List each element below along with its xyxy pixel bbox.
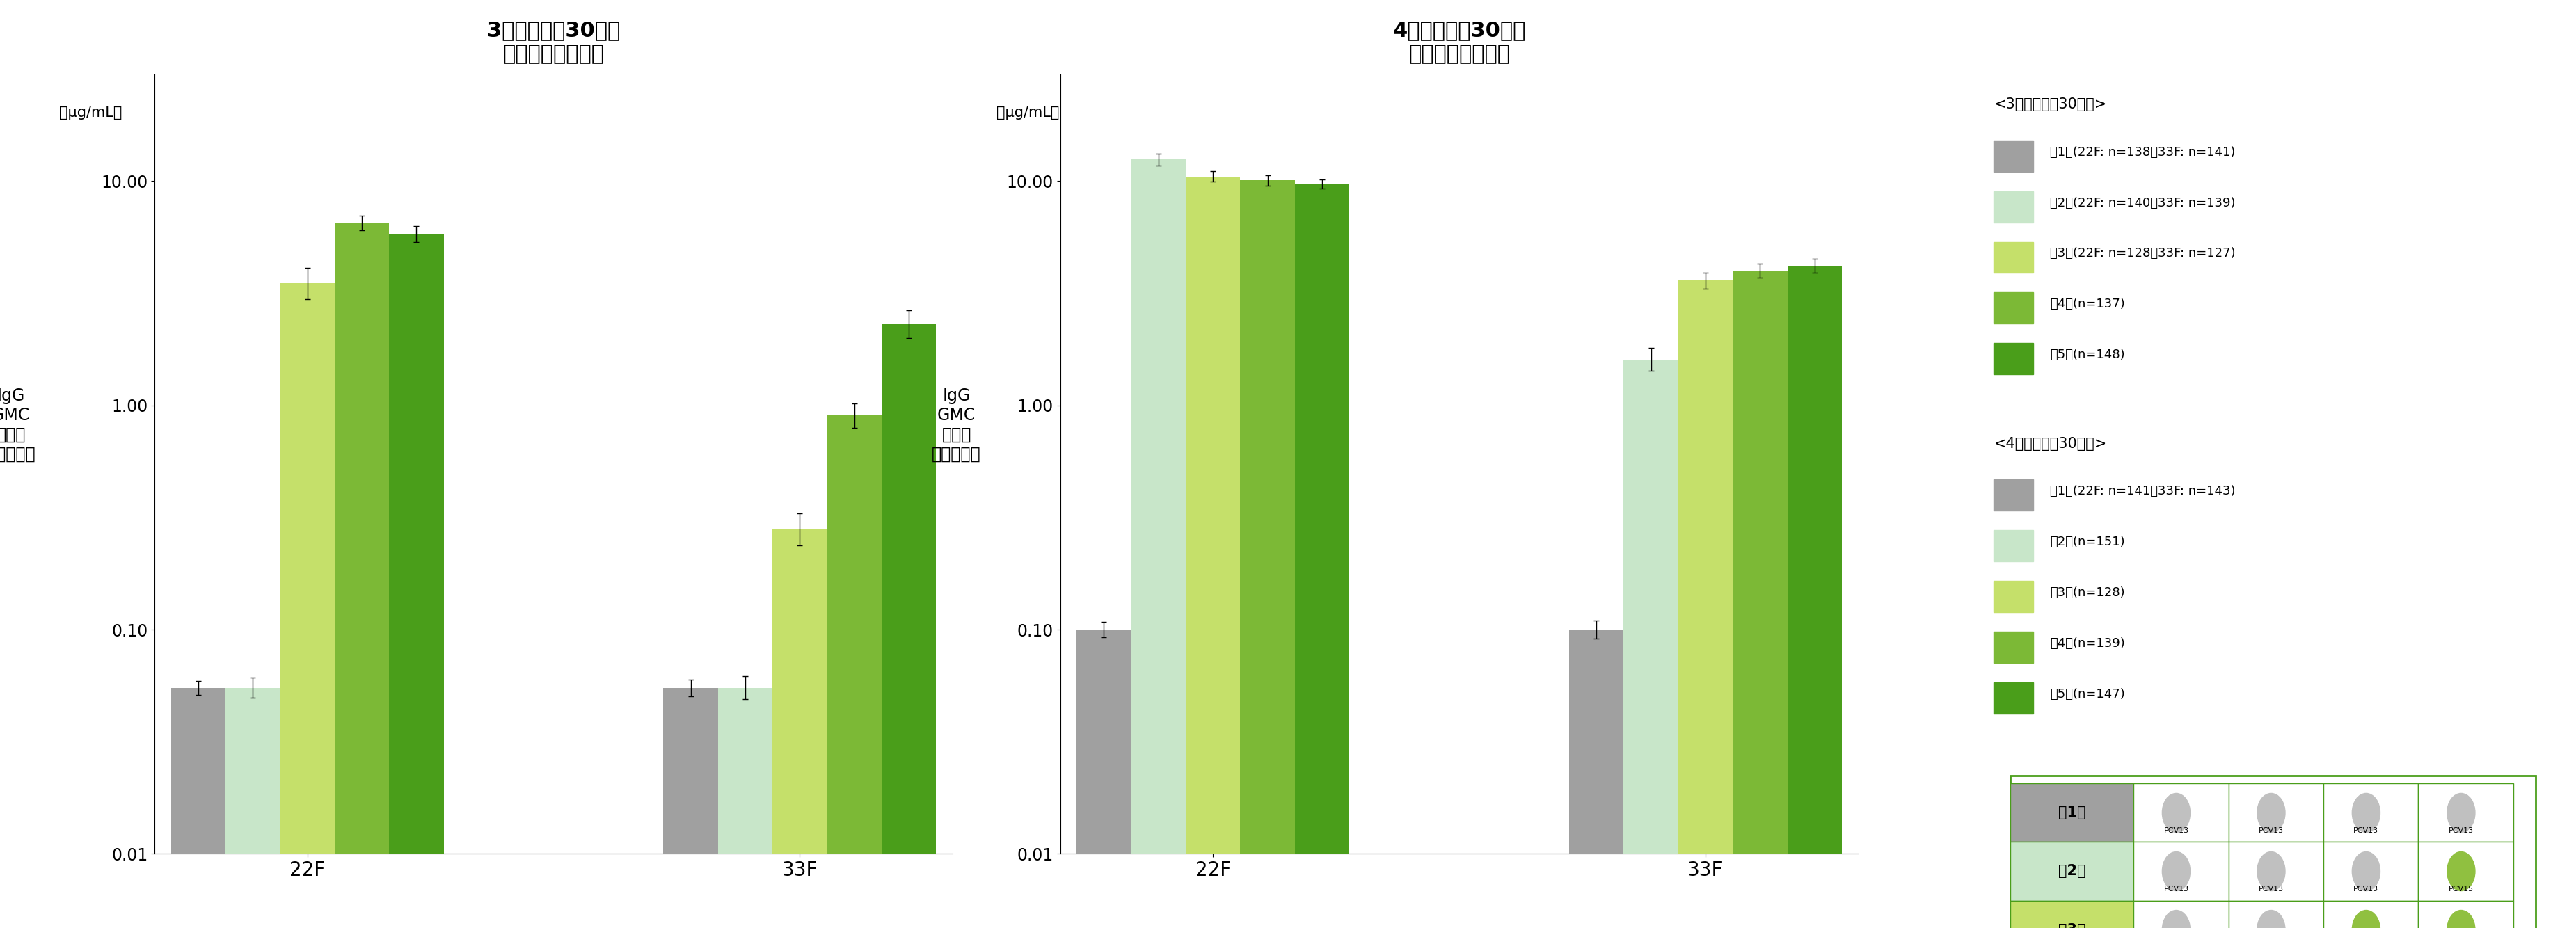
Text: 第1群: 第1群 — [2058, 806, 2087, 819]
FancyBboxPatch shape — [2012, 842, 2133, 900]
Text: 第1群(22F: n=141、33F: n=143): 第1群(22F: n=141、33F: n=143) — [2050, 485, 2236, 497]
Circle shape — [2352, 910, 2380, 928]
Bar — [1994, 191, 2032, 223]
Bar — [1788, 265, 1842, 928]
Text: 第2群: 第2群 — [2058, 864, 2087, 878]
FancyBboxPatch shape — [2419, 900, 2514, 928]
Text: PCV13: PCV13 — [2354, 885, 2378, 893]
Circle shape — [2161, 910, 2190, 928]
Circle shape — [2161, 793, 2190, 832]
Text: <3回目接種後30日目>: <3回目接種後30日目> — [1994, 97, 2107, 111]
Bar — [719, 688, 773, 928]
Circle shape — [2352, 793, 2380, 832]
Text: 第3群(22F: n=128、33F: n=127): 第3群(22F: n=128、33F: n=127) — [2050, 247, 2236, 260]
FancyBboxPatch shape — [2228, 783, 2324, 842]
Bar — [1296, 184, 1350, 928]
Text: 第5群(n=147): 第5群(n=147) — [2050, 688, 2125, 701]
Text: 第2群(n=151): 第2群(n=151) — [2050, 535, 2125, 548]
FancyBboxPatch shape — [2228, 842, 2324, 900]
Bar — [1239, 180, 1296, 928]
Bar — [389, 234, 443, 928]
Circle shape — [2447, 910, 2476, 928]
FancyBboxPatch shape — [2228, 900, 2324, 928]
Bar — [227, 688, 281, 928]
Text: PCV13: PCV13 — [2259, 827, 2285, 834]
FancyBboxPatch shape — [2133, 783, 2228, 842]
Text: 第3群: 第3群 — [2058, 922, 2087, 928]
Text: PCV15: PCV15 — [2450, 885, 2473, 893]
Bar — [1994, 632, 2032, 663]
Text: PCV13: PCV13 — [2354, 827, 2378, 834]
Text: 第3群(n=128): 第3群(n=128) — [2050, 586, 2125, 599]
Bar — [881, 324, 935, 928]
Bar — [665, 688, 719, 928]
Text: （μg/mL）: （μg/mL） — [59, 106, 121, 120]
Bar — [1994, 292, 2032, 324]
Bar — [1077, 629, 1131, 928]
Text: 第4群(n=137): 第4群(n=137) — [2050, 298, 2125, 311]
FancyBboxPatch shape — [2324, 900, 2419, 928]
Text: 第1群(22F: n=138、33F: n=141): 第1群(22F: n=138、33F: n=141) — [2050, 146, 2236, 159]
Bar — [335, 223, 389, 928]
Circle shape — [2257, 910, 2285, 928]
Bar — [1994, 581, 2032, 612]
Text: <4回目接種後30日目>: <4回目接種後30日目> — [1994, 437, 2107, 451]
Circle shape — [2161, 852, 2190, 891]
Bar — [1131, 160, 1185, 928]
Bar — [1677, 280, 1734, 928]
Bar — [1994, 242, 2032, 273]
Bar — [1185, 176, 1239, 928]
Bar — [773, 529, 827, 928]
Text: 第4群(n=139): 第4群(n=139) — [2050, 637, 2125, 650]
Circle shape — [2447, 793, 2476, 832]
Bar — [1994, 530, 2032, 561]
FancyBboxPatch shape — [2133, 900, 2228, 928]
Text: PCV13: PCV13 — [2164, 827, 2190, 834]
Text: IgG
GMC
（対数
スケール）: IgG GMC （対数 スケール） — [933, 388, 981, 462]
Bar — [1623, 360, 1677, 928]
Text: IgG
GMC
（対数
スケール）: IgG GMC （対数 スケール） — [0, 388, 36, 462]
FancyBboxPatch shape — [2324, 783, 2419, 842]
Title: 3回目接種後30日目
【副次評価項目】: 3回目接種後30日目 【副次評価項目】 — [487, 20, 621, 64]
FancyBboxPatch shape — [2012, 900, 2133, 928]
Bar — [1994, 140, 2032, 172]
Bar — [1994, 682, 2032, 714]
Text: PCV13: PCV13 — [2164, 885, 2190, 893]
Bar — [281, 283, 335, 928]
Bar — [1569, 629, 1623, 928]
Title: 4回目接種後30日目
【その他の項目】: 4回目接種後30日目 【その他の項目】 — [1394, 20, 1525, 64]
Text: PCV13: PCV13 — [2450, 827, 2473, 834]
Circle shape — [2352, 852, 2380, 891]
Circle shape — [2447, 852, 2476, 891]
Text: （μg/mL）: （μg/mL） — [997, 106, 1059, 120]
Bar — [1994, 343, 2032, 374]
Text: 第2群(22F: n=140、33F: n=139): 第2群(22F: n=140、33F: n=139) — [2050, 197, 2236, 209]
FancyBboxPatch shape — [2419, 783, 2514, 842]
Bar — [170, 688, 227, 928]
FancyBboxPatch shape — [2012, 776, 2535, 928]
Circle shape — [2257, 793, 2285, 832]
Text: PCV13: PCV13 — [2259, 885, 2285, 893]
Bar — [1994, 480, 2032, 510]
Bar — [1734, 270, 1788, 928]
FancyBboxPatch shape — [2133, 842, 2228, 900]
FancyBboxPatch shape — [2419, 842, 2514, 900]
Text: 第5群(n=148): 第5群(n=148) — [2050, 349, 2125, 361]
Bar — [827, 416, 881, 928]
FancyBboxPatch shape — [2324, 842, 2419, 900]
FancyBboxPatch shape — [2012, 783, 2133, 842]
Circle shape — [2257, 852, 2285, 891]
